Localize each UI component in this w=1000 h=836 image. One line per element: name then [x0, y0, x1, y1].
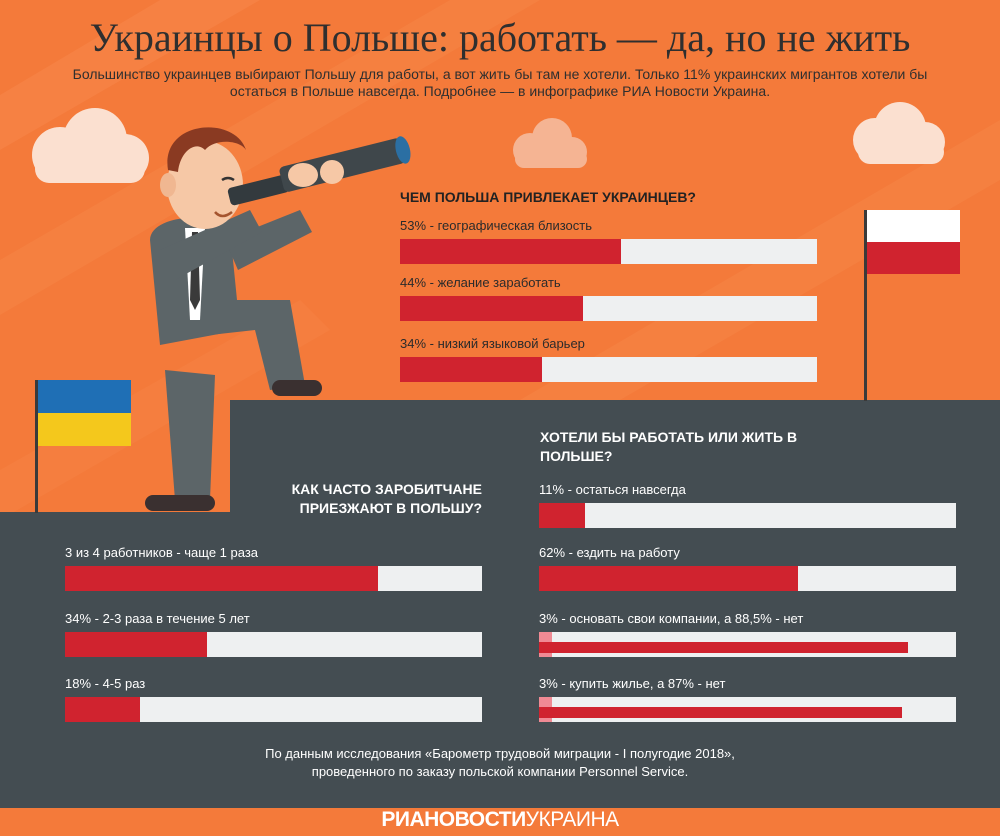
bar-label: 11% - остаться навсегда — [539, 482, 686, 497]
cloud-icon — [513, 118, 587, 168]
bar-track — [65, 566, 482, 591]
source-note-line: проведенного по заказу польской компании… — [311, 764, 689, 779]
bar-fill — [400, 296, 584, 321]
bar-fill — [539, 566, 798, 591]
poland-flag-icon — [864, 210, 960, 401]
bar-label: 62% - ездить на работу — [539, 545, 680, 560]
bar-track — [65, 632, 482, 657]
source-note: По данным исследования «Барометр трудово… — [150, 745, 850, 781]
bar-item: 53% - географическая близость — [400, 218, 817, 264]
source-note-line: По данным исследования «Барометр трудово… — [265, 746, 735, 761]
bar-item: 3% - купить жилье, а 87% - нет — [539, 676, 956, 722]
bar-label: 3% - купить жилье, а 87% - нет — [539, 676, 726, 691]
bar-label: 18% - 4-5 раз — [65, 676, 146, 691]
bar-track — [400, 239, 817, 264]
bar-label: 34% - 2-3 раза в течение 5 лет — [65, 611, 250, 626]
cloud-icon — [853, 102, 945, 164]
chart-title-frequency: КАК ЧАСТО ЗАРОБИТЧАНЕ ПРИЕЗЖАЮТ В ПОЛЬШУ… — [291, 481, 482, 516]
ukraine-flag-icon — [35, 380, 131, 513]
bar-item: 3 из 4 работников - чаще 1 раза — [65, 545, 482, 591]
chart-title-attraction: ЧЕМ ПОЛЬША ПРИВЛЕКАЕТ УКРАИНЦЕВ? — [400, 189, 696, 205]
bar-track — [65, 697, 482, 722]
logo-bold-text: РИАНОВОСТИ — [381, 808, 526, 831]
footer-band — [0, 808, 1000, 836]
bar-item: 44% - желание заработать — [400, 275, 817, 321]
bar-label: 53% - географическая близость — [400, 218, 592, 233]
bar-fill — [65, 697, 141, 722]
bar-item: 11% - остаться навсегда — [539, 482, 956, 528]
bar-track — [539, 632, 956, 657]
bar-label: 34% - низкий языковой барьер — [400, 336, 585, 351]
bar-fill — [65, 632, 207, 657]
chart-title-work-or-live: ХОТЕЛИ БЫ РАБОТАТЬ ИЛИ ЖИТЬ В ПОЛЬШЕ? — [540, 429, 798, 464]
bar-track — [400, 296, 817, 321]
bar-item: 62% - ездить на работу — [539, 545, 956, 591]
cloud-icon — [32, 108, 149, 183]
bar-item: 18% - 4-5 раз — [65, 676, 482, 722]
bar-item: 34% - низкий языковой барьер — [400, 336, 817, 382]
bar-label: 3 из 4 работников - чаще 1 раза — [65, 545, 259, 560]
bar-track — [400, 357, 817, 382]
bar-fill-secondary — [539, 642, 909, 653]
bar-fill — [400, 357, 542, 382]
man-with-telescope-icon — [145, 127, 411, 511]
bar-fill-secondary — [539, 707, 902, 718]
bar-label: 3% - основать свои компании, а 88,5% - н… — [539, 611, 804, 626]
bar-item: 34% - 2-3 раза в течение 5 лет — [65, 611, 482, 657]
bar-fill — [65, 566, 378, 591]
page-title: Украинцы о Польше: работать — да, но не … — [89, 15, 911, 60]
logo-light-text: УКРАИНА — [525, 808, 619, 831]
bar-track — [539, 697, 956, 722]
bar-track — [539, 503, 956, 528]
bar-fill — [400, 239, 621, 264]
bar-track — [539, 566, 956, 591]
page-subtitle: Большинство украинцев выбирают Польшу дл… — [72, 66, 928, 99]
bar-fill — [539, 503, 585, 528]
bar-label: 44% - желание заработать — [400, 275, 561, 290]
bar-item: 3% - основать свои компании, а 88,5% - н… — [539, 611, 956, 657]
brand-logo: РИАНОВОСТИУКРАИНА — [0, 808, 1000, 832]
